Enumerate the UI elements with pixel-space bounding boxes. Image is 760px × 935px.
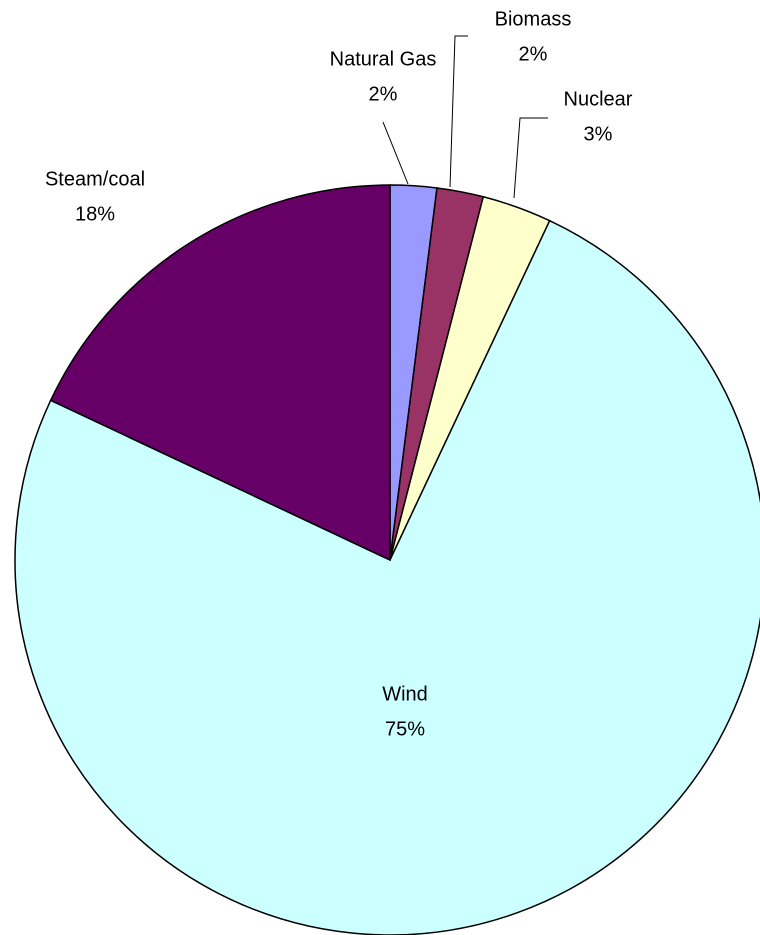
pie-slice	[14, 219, 760, 935]
slice-value-label: 75%	[385, 718, 425, 740]
slice-label: Wind	[382, 683, 428, 705]
slice-label: Natural Gas	[330, 48, 437, 70]
slice-label: Steam/coal	[45, 168, 145, 190]
slice-label: Nuclear	[564, 88, 633, 110]
slice-value-label: 2%	[519, 43, 548, 65]
slice-label: Biomass	[495, 8, 572, 30]
leader-line	[382, 121, 409, 185]
leader-line	[449, 35, 468, 188]
pie-slice	[49, 184, 391, 562]
leader-line	[513, 117, 548, 199]
slice-value-label: 18%	[75, 203, 115, 225]
slice-value-label: 2%	[369, 83, 398, 105]
slice-value-label: 3%	[584, 123, 613, 145]
